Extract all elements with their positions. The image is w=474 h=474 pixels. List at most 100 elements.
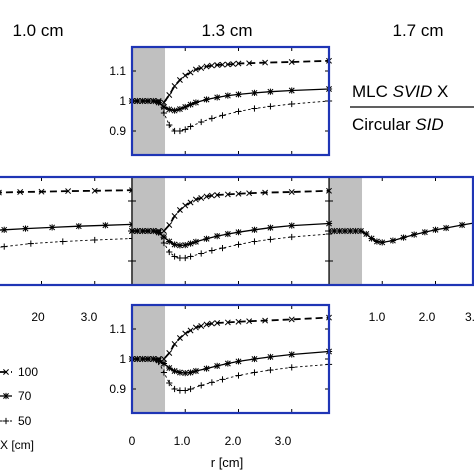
marker-stroke [192, 196, 199, 203]
marker-stroke [160, 99, 167, 106]
marker-stroke [160, 356, 167, 362]
series-markers-50 [155, 97, 333, 135]
legend-title: X [cm] [0, 438, 34, 452]
plot-background [0, 177, 132, 285]
marker-stroke [262, 59, 269, 66]
marker-stroke [0, 193, 2, 196]
legend-label-70: 70 [18, 389, 32, 403]
x-tick-label: 1.0 [174, 434, 191, 448]
marker-stroke [235, 318, 242, 325]
marker-stroke [246, 190, 253, 197]
series-line-50 [158, 361, 330, 391]
marker-stroke [203, 321, 210, 328]
marker-stroke [166, 222, 173, 228]
marker-stroke [160, 228, 167, 234]
ratio-denominator-prefix: Circular [352, 115, 415, 134]
marker-stroke [235, 60, 242, 67]
legend-label-100: 100 [18, 365, 38, 379]
panel-middle-left [0, 176, 136, 286]
ratio-label: MLC SVID X Circular SID [350, 82, 474, 134]
marker-stroke [182, 72, 189, 79]
marker-stroke [0, 189, 2, 193]
highlight-row-frame [0, 175, 474, 287]
panel-bottom-center: 0.9 1 1.1 [109, 303, 333, 415]
ratio-denominator-italic: SID [415, 115, 443, 134]
marker-stroke [262, 189, 269, 196]
series-markers-70 [128, 220, 333, 249]
column-title-right: 1.7 cm [392, 21, 443, 40]
marker-stroke [3, 369, 9, 375]
marker-stroke [262, 317, 269, 324]
marker-stroke [208, 192, 215, 199]
marker-stroke [214, 62, 221, 68]
right-x-tick-label: 2.0 [419, 310, 436, 324]
y-tick-label: 1.1 [109, 64, 126, 78]
marker-stroke [171, 83, 178, 89]
marker-stroke [65, 188, 72, 195]
x-tick-labels-bottom: 0 1.0 2.0 3.0 [129, 434, 292, 448]
left-x-tick-label: 3.0 [81, 310, 98, 324]
marker-stroke [17, 189, 24, 195]
marker-stroke [182, 202, 189, 209]
marker-stroke [187, 327, 194, 334]
x-axis-label: r [cm] [211, 455, 244, 470]
right-x-tick-label: 1.0 [369, 310, 386, 324]
marker-stroke [91, 187, 98, 194]
svg-text:MLC SVID X: MLC SVID X [352, 82, 448, 101]
marker-stroke [198, 323, 205, 329]
marker-stroke [171, 341, 178, 347]
marker-stroke [288, 59, 295, 65]
marker-stroke [288, 189, 295, 195]
series-markers-70 [128, 85, 333, 114]
marker-stroke [214, 192, 221, 198]
marker-stroke [235, 190, 242, 197]
marker-stroke [219, 61, 226, 68]
panel-middle-right [325, 176, 474, 286]
marker-stroke [208, 320, 215, 327]
series-markers-50 [155, 358, 333, 394]
marker-stroke [198, 65, 205, 71]
marker-stroke [246, 318, 253, 325]
marker-stroke [224, 191, 231, 198]
marker-stroke [166, 92, 173, 98]
ratio-numerator-prefix: MLC [352, 82, 393, 101]
ratio-numerator-italic: SVID [393, 82, 433, 101]
panels: 0.9 1 1.1 0.9 1 1.1 [0, 45, 474, 415]
marker-stroke [187, 69, 194, 76]
marker-stroke [208, 62, 215, 69]
marker-stroke [187, 199, 194, 206]
marker-stroke [224, 319, 231, 326]
column-title-center: 1.3 cm [201, 21, 252, 40]
marker-stroke [192, 324, 199, 331]
marker-stroke [171, 213, 178, 219]
left-x-tick-label: 20 [31, 310, 45, 324]
legend-label-50: 50 [18, 414, 32, 428]
marker-stroke [203, 63, 210, 70]
x-tick-label: 0 [129, 434, 136, 448]
marker-stroke [166, 350, 173, 356]
svg-text:Circular SID: Circular SID [352, 115, 444, 134]
marker-stroke [288, 316, 295, 323]
marker-stroke [38, 188, 45, 195]
panel-middle-center [128, 176, 333, 286]
marker-stroke [246, 60, 253, 67]
marker-stroke [182, 330, 189, 337]
column-title-left: 1.0 cm [12, 21, 63, 40]
marker-stroke [198, 195, 205, 201]
series-markers-50 [155, 229, 333, 262]
right-x-tick-label: 3. [465, 310, 474, 324]
marker-stroke [230, 61, 237, 68]
x-tick-label: 2.0 [225, 434, 242, 448]
marker-stroke [192, 66, 199, 73]
marker-stroke [203, 193, 210, 200]
marker-stroke [176, 207, 183, 213]
marker-stroke [224, 61, 231, 68]
marker-stroke [176, 335, 183, 341]
marker-stroke [176, 77, 183, 83]
y-tick-label: 1 [119, 352, 126, 366]
legend: 100 70 50 X [cm] [0, 365, 38, 452]
y-tick-label: 1 [119, 94, 126, 108]
y-tick-label: 0.9 [109, 382, 126, 396]
y-tick-label: 0.9 [109, 124, 126, 138]
